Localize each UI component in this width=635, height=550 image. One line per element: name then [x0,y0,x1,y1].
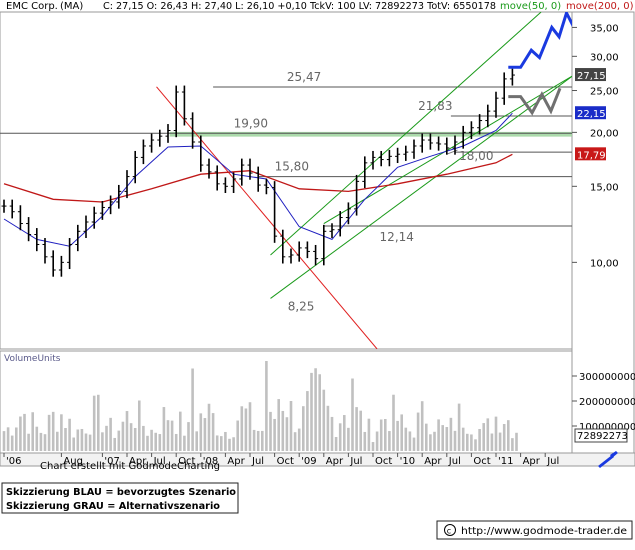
price-tags: 27,15 22,15 17,79 [575,68,606,161]
price-tag-box [575,147,606,161]
x-tick-label: Jul [153,456,166,467]
scenario-blue-path [508,12,572,69]
time-axis: '06 Aug '07 Apr Jul Oct '08 Apr Jul Oct '09 Apr Jul O… [3,453,559,467]
volume-bars [2,361,518,451]
volume-tick-label: 300000000 [579,372,635,383]
copyright-icon: c [444,524,456,536]
price-tag-label: 22,15 [577,109,606,120]
time-axis-bar [0,452,635,467]
ma200-line [3,153,513,203]
x-tick-label: Apr [424,456,442,467]
x-tick-label: '09 [301,456,316,467]
legend-gray-text: Skizzierung GRAU = Alternativszenario [6,501,220,512]
volume-last-value: 72892273 [577,431,628,442]
legend-blue-text: Skizzierung BLAU = bevorzugtes Szenario [6,487,236,498]
support-band [169,131,572,137]
x-tick-label: '11 [498,456,513,467]
y-tick-label: 15,00 [590,182,619,193]
axis-column-frame [571,11,635,454]
level-label: 8,25 [288,299,315,313]
price-bars [1,68,515,277]
y-tick-label: 10,00 [590,258,619,269]
price-tag-label: 27,15 [577,71,606,82]
price-tag-box [575,106,606,120]
website-box [436,520,633,540]
x-tick-label: Jul [251,456,264,467]
x-tick-label: Aug [63,456,83,467]
price-tag-label: 17,79 [577,150,606,161]
scenario-sketches [508,12,572,116]
y-tick-label: 30,00 [590,52,619,63]
legend-box [1,482,239,514]
volume-last-box [574,428,628,443]
header-ma200-label: move(200, 0) [566,1,634,12]
x-tick-label: Oct [178,456,195,467]
header-stats: C: 27,15 O: 26,43 H: 27,40 L: 26,10 +0,1… [103,1,496,12]
price-axis: 35,00 30,00 25,00 20,00 15,00 10,00 [572,23,619,269]
header-mode: (MA) [60,1,83,12]
x-tick-label: Jul [546,456,559,467]
x-tick-label: '07 [104,456,119,467]
draw-tool-icon[interactable] [598,451,618,468]
x-tick-label: Jul [349,456,362,467]
y-tick-label: 35,00 [590,23,619,34]
support-band-layer [169,131,572,137]
x-tick-label: Oct [375,456,392,467]
x-tick-label: Oct [473,456,490,467]
x-tick-label: Apr [227,456,245,467]
price-panel-frame [0,11,573,350]
x-tick-label: Apr [129,456,147,467]
website-link[interactable]: http://www.godmode-trader.de [461,526,627,537]
x-tick-label: Oct [277,456,294,467]
y-tick-label: 20,00 [590,128,619,139]
header-symbol: EMC Corp. [6,1,58,12]
volume-tick-label: 100000000 [579,422,635,433]
x-tick-label: '10 [400,456,415,467]
svg-text:c: c [447,526,451,535]
volume-title: VolumeUnits [4,354,61,364]
level-label: 15,80 [275,160,309,174]
x-tick-label: '08 [203,456,218,467]
level-label: 19,90 [234,116,268,130]
x-tick-label: Jul [448,456,461,467]
level-label: 12,14 [380,230,414,244]
volume-axis: 100000000 200000000 300000000 [572,372,635,433]
volume-tick-label: 200000000 [579,397,635,408]
channel-upper-line [270,12,542,256]
level-label: 25,47 [287,70,321,84]
header-ma50-label: move(50, 0) [500,1,561,12]
x-tick-label: '06 [6,456,21,467]
x-tick-label: Apr [523,456,541,467]
x-tick-label: Apr [326,456,344,467]
level-label: 21,83 [418,99,452,113]
footer-credit: Chart erstellt mit GodmodeCharting [40,461,220,472]
y-tick-label: 25,00 [590,87,619,98]
scenario-gray-path [508,87,562,116]
price-tag-box [575,68,606,82]
